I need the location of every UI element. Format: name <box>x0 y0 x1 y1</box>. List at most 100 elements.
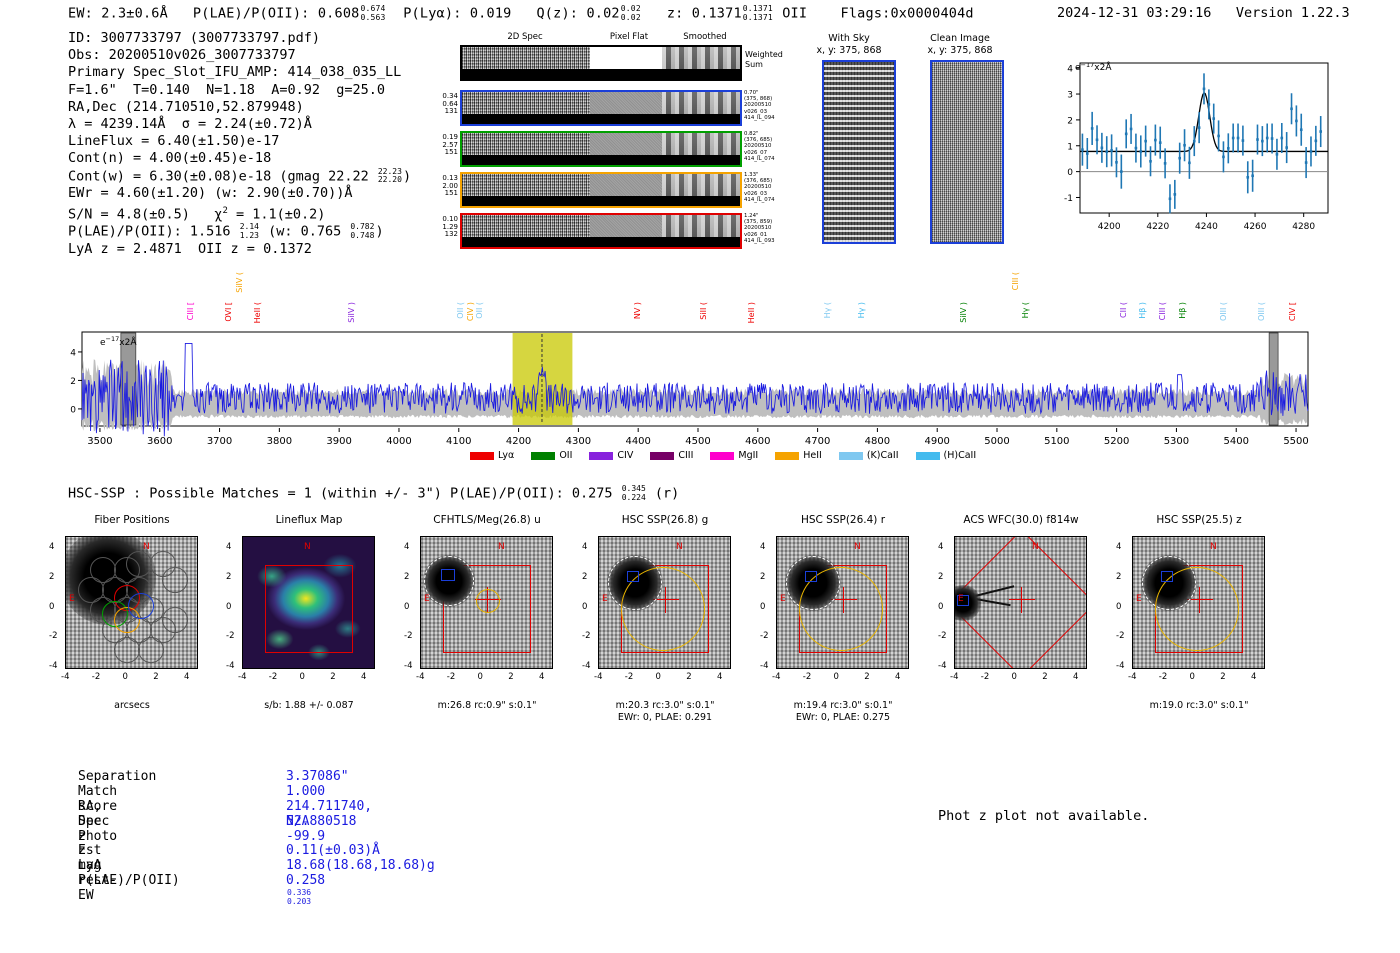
header-plae-label: P(LAE)/P(OII): <box>192 5 310 22</box>
lz-point <box>1256 138 1259 141</box>
lz-point <box>1158 141 1162 144</box>
cleanimage-cutout <box>930 60 1004 244</box>
spec2d-row-label: 0.34 0.64 131 <box>442 92 458 116</box>
info-radec: RA,Dec (214.710510,52.879948) <box>68 98 304 115</box>
header-z: z: 0.1371 <box>666 5 742 22</box>
cutout-ytick: 4 <box>1116 542 1122 552</box>
spec2d-col-title-2dspec: 2D Spec <box>507 32 543 42</box>
legend-item: Lyα <box>470 450 514 461</box>
cutout-ytick: 4 <box>760 542 766 552</box>
east-label: E <box>1136 594 1142 604</box>
match-table-key: Est LyA rest-EW <box>78 843 118 904</box>
fs-xtick: 3600 <box>147 436 172 447</box>
cutout-panel-title: Lineflux Map <box>275 514 343 526</box>
cutout-xtick: 2 <box>1220 672 1226 682</box>
cutout-image[interactable] <box>65 536 198 669</box>
info-plae-errors: 2.14 1.23 <box>239 222 259 240</box>
cutout-ytick: -2 <box>1116 631 1125 642</box>
emission-line-labels: SiIV (CIII (CIII [OVI [HeII (SiIV ) OII (… <box>60 272 1310 334</box>
catalog-aperture <box>621 567 705 651</box>
match-marker <box>1161 571 1173 582</box>
cutout-ytick: -2 <box>760 631 769 642</box>
legend-label: CIII <box>678 450 694 461</box>
lz-point <box>1265 136 1269 140</box>
legend-label: (H)CaII <box>943 450 977 461</box>
footprint-box <box>443 565 531 653</box>
cutout-ytick: 0 <box>49 601 55 612</box>
match-table-key: P(LAE)/P(OII) <box>78 873 180 889</box>
cutout-image[interactable] <box>954 536 1087 669</box>
emission-line-label: OIII ( <box>1257 302 1266 322</box>
cutout-xtick: -2 <box>446 672 456 682</box>
fs-xtick: 4300 <box>566 436 591 447</box>
lz-point <box>1314 139 1318 143</box>
cutout-xtick: -2 <box>268 672 278 682</box>
fs-xtick: 4200 <box>506 436 531 447</box>
fs-xtick: 3800 <box>267 436 292 447</box>
cutout-xtick: 4 <box>1251 672 1257 682</box>
cutout-ytick: 0 <box>404 601 410 612</box>
cutout-ytick: 2 <box>49 571 55 582</box>
cutout-ytick: 2 <box>1116 571 1122 582</box>
north-label: N <box>676 542 683 552</box>
fiber-circle <box>126 551 152 577</box>
cutout-xtick: -2 <box>91 672 101 682</box>
lz-point <box>1319 130 1323 133</box>
lz-point <box>1149 159 1152 163</box>
info-plae: P(LAE)/P(OII): 1.516 2.14 1.23 (w: 0.765 … <box>68 222 384 240</box>
cutout-image[interactable] <box>1132 536 1265 669</box>
fs-annotation: e−17x2Å <box>100 335 137 348</box>
lz-point <box>1095 138 1099 142</box>
emission-line-label: OVI [ <box>224 302 233 322</box>
lz-point <box>1178 156 1181 160</box>
emission-line-label: Hβ ) <box>1138 302 1147 319</box>
lz-point <box>1217 134 1220 138</box>
match-marker <box>805 571 817 582</box>
info-snr: S/N = 4.8(±0.5) χ2 = 1.1(±0.2) <box>68 205 326 223</box>
fs-spectrum-trace <box>81 342 1309 437</box>
fs-xtick: 5400 <box>1224 436 1249 447</box>
legend-item: (K)CaII <box>838 450 899 461</box>
match-table-value: 214.711740, 52.880518 <box>286 798 373 829</box>
cutout-caption: m:20.3 rc:3.0" s:0.1" <box>615 700 715 711</box>
info-primary-spec: Primary Spec_Slot_IFU_AMP: 414_038_035_L… <box>68 64 402 81</box>
legend-label: CIV <box>617 450 634 461</box>
footprint-box <box>265 565 353 653</box>
fs-xtick: 4800 <box>865 436 890 447</box>
cutout-image[interactable] <box>598 536 731 669</box>
lz-point <box>1309 150 1313 153</box>
fs-xtick: 5500 <box>1283 436 1308 447</box>
cutout-panel-title: Fiber Positions <box>94 514 170 526</box>
cutout-xtick: 2 <box>153 672 159 682</box>
cleanimage-title: Clean Image x, y: 375, 868 <box>927 33 993 56</box>
cutout-image[interactable] <box>776 536 909 669</box>
full-spectrum-plot: 0 2 4 <box>70 331 1309 437</box>
lz-point <box>1275 152 1279 156</box>
cutout-xtick: -4 <box>950 672 959 682</box>
lz-xtick: 4280 <box>1292 222 1315 232</box>
match-table-key: mag <box>78 858 102 874</box>
match-table-key: RA, Dec <box>78 798 102 829</box>
east-label: E <box>424 594 430 604</box>
info-wavelength: λ = 4239.14Å σ = 2.24(±0.72)Å <box>68 116 312 133</box>
fs-xtick: 4500 <box>685 436 710 447</box>
lz-point <box>1246 176 1250 179</box>
north-label: N <box>854 542 861 552</box>
emission-line-label: NV ) <box>633 302 642 320</box>
match-table-value: N/A <box>286 813 310 829</box>
cutout-image[interactable] <box>420 536 553 669</box>
lz-point <box>1261 139 1264 143</box>
cutout-caption: s/b: 1.88 +/- 0.087 <box>264 700 354 711</box>
emission-line-label: Hγ ( <box>1021 302 1030 319</box>
header-qz-errors: 0.02 0.02 <box>620 4 641 22</box>
cutout-xtick: 2 <box>686 672 692 682</box>
emission-line-label: CIII ( <box>1158 302 1167 321</box>
lz-point <box>1212 117 1216 120</box>
cutout-image[interactable] <box>242 536 375 669</box>
spec2d-fiber-smoothed <box>462 215 740 247</box>
header-timestamp-version: 2024-12-31 03:29:16 Version 1.22.3 <box>1057 5 1350 21</box>
spec2d-row-label: 0.10 1.29 132 <box>442 215 458 239</box>
match-marker <box>627 571 639 582</box>
lz-ytick: 0 <box>1067 168 1073 178</box>
crosshair-horizontal <box>1009 599 1035 600</box>
